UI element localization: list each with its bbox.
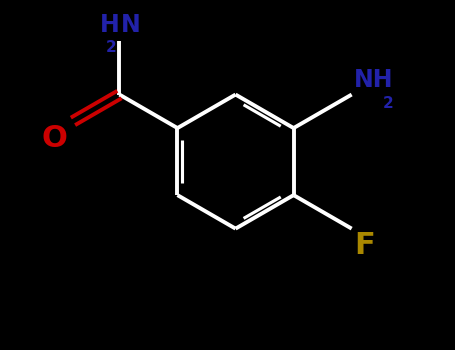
Text: 2: 2 <box>383 96 393 111</box>
Text: F: F <box>354 231 375 260</box>
Text: N: N <box>121 13 141 37</box>
Text: H: H <box>100 13 119 37</box>
Text: NH: NH <box>354 68 394 92</box>
Text: O: O <box>42 124 68 153</box>
Text: 2: 2 <box>106 40 117 55</box>
